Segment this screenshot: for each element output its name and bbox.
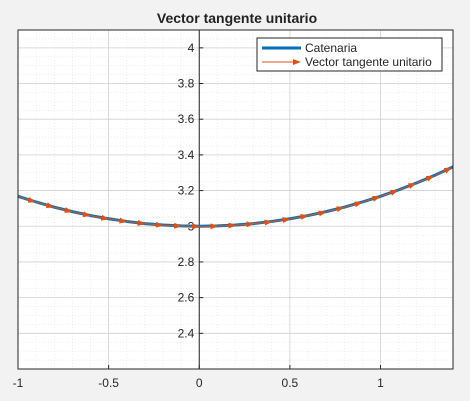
x-tick-label: 0.5 — [282, 376, 299, 390]
x-tick-label: 1 — [377, 376, 384, 390]
tangent-vector-arrow — [271, 217, 291, 223]
y-tick-label: 3.4 — [178, 148, 195, 162]
y-tick-label: 3.6 — [178, 112, 195, 126]
tangent-vector-arrow — [35, 201, 55, 209]
tangent-vector-arrow — [434, 167, 453, 176]
y-tick-label: 2.8 — [178, 255, 195, 269]
tangent-vector-arrow — [90, 214, 110, 221]
y-tick-label: 2.6 — [178, 291, 195, 305]
tangent-vector-arrow — [380, 189, 399, 197]
x-tick-label: -1 — [13, 376, 24, 390]
tangent-vector-arrow — [398, 183, 417, 191]
tangent-vector-arrow — [72, 211, 91, 218]
tangent-vector-arrow — [217, 222, 237, 229]
x-tick-label: 0 — [196, 376, 203, 390]
y-tick-label: 4 — [188, 41, 195, 55]
tangent-vector-arrow — [289, 214, 309, 220]
tangent-vector-arrow — [17, 195, 37, 203]
tangent-vector-arrow — [326, 206, 345, 213]
legend-box — [256, 37, 443, 72]
legend-label-catenaria: Catenaria — [305, 41, 357, 55]
series-layer — [17, 165, 454, 230]
plot-border — [17, 29, 454, 370]
chart-title: Vector tangente unitario — [157, 10, 317, 26]
tangent-vector-arrow — [416, 175, 435, 184]
x-axis-ticks: -1 -0.5 0 0.5 1 — [13, 365, 384, 390]
y-tick-label: 3.2 — [178, 184, 195, 198]
y-tick-label: 2.4 — [178, 326, 195, 340]
tangent-vector-arrow — [108, 217, 128, 224]
tangent-vector-arrow — [362, 195, 381, 203]
tangent-vector-arrow — [344, 201, 363, 208]
legend-label-vector: Vector tangente unitario — [305, 55, 432, 69]
tangent-vector-arrow — [181, 223, 201, 230]
y-axis: 2.42.62.833.23.43.63.84 — [178, 30, 204, 369]
x-tick-label: -0.5 — [98, 376, 119, 390]
tangent-vector-arrow — [144, 221, 164, 228]
tangent-vector-arrow — [162, 222, 183, 229]
tangent-vector-arrow — [126, 219, 146, 226]
tangent-vector-arrow — [54, 206, 73, 213]
tangent-vector-arrow — [253, 219, 273, 226]
tangent-vector-arrow — [307, 210, 327, 217]
tangent-vector-arrow — [235, 221, 255, 228]
y-tick-label: 3.8 — [178, 77, 195, 91]
